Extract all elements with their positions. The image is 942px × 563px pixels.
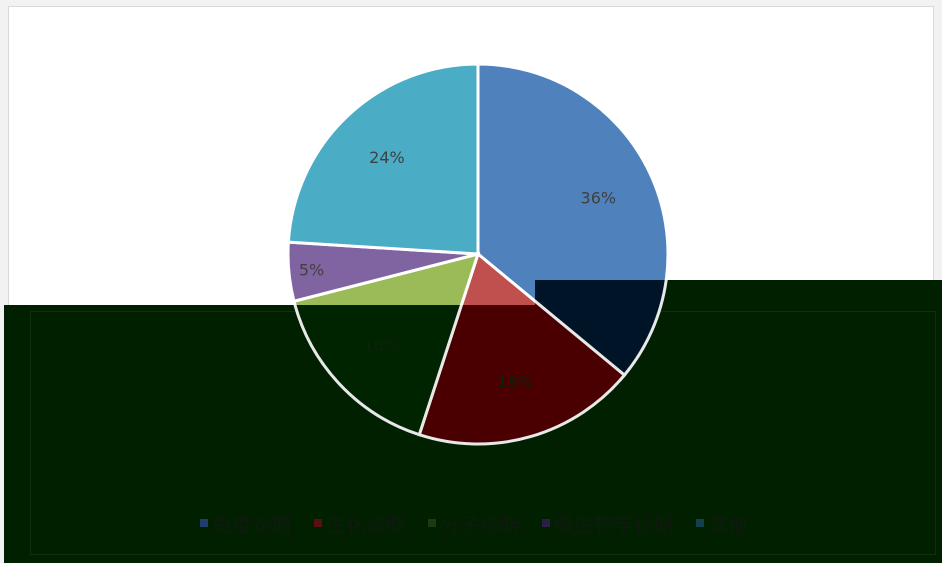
legend-label: 分子诊断	[440, 512, 520, 537]
slice-percent-label: 5%	[299, 261, 324, 280]
legend-item-microbio: 微生物学诊断	[542, 509, 674, 538]
legend-swatch	[314, 519, 322, 527]
pie-slice	[476, 280, 670, 378]
legend-label: 生化诊断	[326, 512, 406, 537]
legend-item-other: 其他	[696, 509, 748, 538]
pie-slice	[286, 62, 480, 256]
legend: 免疫诊断 生化诊断 分子诊断 微生物学诊断 其他	[200, 509, 748, 538]
legend-swatch	[542, 519, 550, 527]
slice-percent-label: 5%	[299, 261, 324, 280]
legend-item-biochem: 生化诊断	[314, 509, 406, 538]
slice-percent-label: 24%	[369, 148, 405, 167]
slice-percent-label: 24%	[369, 148, 405, 167]
slice-percent-label: 19%	[497, 373, 533, 392]
legend-item-molecular: 分子诊断	[428, 509, 520, 538]
slice-percent-label: 36%	[581, 188, 617, 207]
slice-percent-label: 36%	[581, 188, 617, 207]
legend-item-immuno: 免疫诊断	[200, 509, 292, 538]
legend-label: 其他	[708, 512, 748, 537]
pie-slice	[288, 64, 478, 254]
legend-label: 免疫诊断	[212, 512, 292, 537]
legend-swatch	[428, 519, 436, 527]
pie-slice	[286, 280, 479, 304]
slice-percent-label: 16%	[363, 336, 399, 355]
legend-label: 微生物学诊断	[554, 512, 674, 537]
legend-swatch	[200, 519, 208, 527]
legend-swatch	[696, 519, 704, 527]
